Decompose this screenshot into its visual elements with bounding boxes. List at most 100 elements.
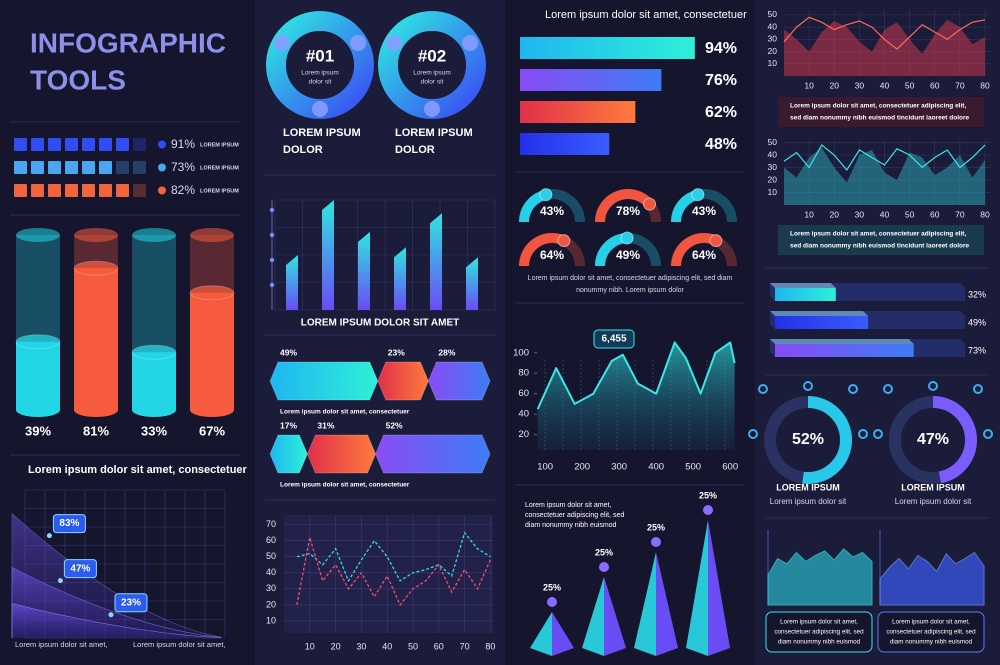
x-tick-label: 80 (980, 209, 990, 219)
decor-dot (748, 429, 758, 439)
y-tick-label: 20 (768, 174, 778, 184)
y-tick-label: 70 (266, 519, 276, 529)
donut-label: 47% (917, 431, 949, 448)
ring-label: #02 (418, 46, 446, 65)
cylinder-fill (74, 268, 118, 410)
cylinder-cap (16, 228, 60, 242)
square (65, 161, 78, 174)
x-tick-label: 300 (611, 462, 627, 473)
note: Lorem ipsum dolor sit amet, (15, 640, 108, 649)
section-title: Lorem ipsum dolor sit amet, consectetuer (545, 9, 747, 21)
callout (593, 329, 635, 349)
value-label: 76% (705, 72, 737, 89)
decor-dot (858, 429, 868, 439)
pin (703, 505, 713, 515)
gauge-label: 49% (616, 248, 640, 262)
x-tick-label: 60 (930, 80, 940, 90)
segment-label: 52% (386, 420, 403, 430)
area-series (784, 19, 985, 76)
plot-area (284, 515, 493, 633)
x-tick-label: 20 (830, 80, 840, 90)
pyramid (634, 552, 678, 656)
donut-text: Lorem ipsum dolor sit (770, 497, 847, 506)
value-label: 62% (705, 104, 737, 121)
x-tick-label: 400 (648, 462, 664, 473)
box-text: consectetuer adipiscing elit, sed (886, 629, 976, 636)
value-label: 81% (83, 423, 109, 438)
square (65, 138, 78, 151)
gauge-label: 64% (692, 248, 716, 262)
cylinder-fill (190, 292, 234, 410)
line-series (783, 144, 986, 172)
mini-area (767, 548, 873, 606)
y-tick-label: 50 (768, 9, 778, 19)
y-tick-label: 40 (518, 409, 529, 420)
box-text: sed diam nonummy nibh euismod tincidunt … (790, 115, 970, 122)
value-label: 33% (141, 423, 167, 438)
y-tick-label: 20 (518, 429, 529, 440)
pyramid (686, 520, 730, 656)
cylinder-cap (190, 228, 234, 242)
ring-text: dolor sit (309, 79, 332, 86)
x-tick-label: 20 (830, 209, 840, 219)
legend-label: LOREM IPSUM (200, 165, 239, 171)
square (99, 161, 112, 174)
square (14, 161, 27, 174)
value-label: 73% (968, 345, 986, 355)
legend-dot (158, 163, 166, 172)
gauge-label: 43% (692, 204, 716, 218)
bar-3d (775, 316, 869, 329)
pyramid (530, 612, 574, 656)
y-tick-label: 40 (768, 149, 778, 159)
y-tick-label: 20 (266, 599, 276, 609)
text-box (765, 611, 873, 653)
pyramid-text: Lorem ipsum dolor sit amet, (525, 502, 611, 509)
donut-arc (764, 396, 852, 484)
callout-pin (57, 578, 63, 584)
bar-top (770, 339, 914, 344)
segment-text: Lorem ipsum dolor sit amet, consectetuer (280, 409, 410, 416)
ring-text: Lorem ipsum (413, 70, 451, 77)
ring-text: dolor sit (421, 79, 444, 86)
line-series (296, 537, 491, 607)
y-tick-label: 10 (266, 615, 276, 625)
line-series (296, 531, 491, 583)
decor-dot (883, 384, 893, 394)
segment (306, 434, 377, 474)
x-tick-label: 80 (980, 80, 990, 90)
x-tick-label: 50 (408, 641, 418, 651)
bar (394, 247, 406, 310)
pyramid-face (708, 520, 730, 656)
box-text: Lorem ipsum dolor sit amet, (780, 619, 858, 626)
segment-label: 23% (388, 347, 405, 357)
pyramid-text: diam nonummy nibh euismod (525, 522, 617, 529)
pyramid-label: 25% (647, 522, 665, 532)
x-tick-label: 70 (460, 641, 470, 651)
legend-label: LOREM IPSUM (200, 188, 239, 194)
square (31, 138, 44, 151)
pyramid-face (582, 577, 604, 656)
pin (547, 597, 557, 607)
box-text: diam nonummy nibh euismod (890, 639, 973, 646)
x-tick-label: 30 (855, 80, 865, 90)
ring-label: #01 (306, 46, 334, 65)
x-tick-label: 50 (905, 209, 915, 219)
y-tick-label: 30 (768, 162, 778, 172)
x-tick-label: 10 (804, 80, 814, 90)
square-row (14, 161, 146, 174)
x-tick-label: 600 (722, 462, 738, 473)
bar (286, 255, 298, 310)
square (99, 138, 112, 151)
square (82, 138, 95, 151)
x-tick-label: 30 (855, 209, 865, 219)
x-tick-label: 80 (485, 641, 495, 651)
square (48, 161, 61, 174)
box-text: Lorem ipsum dolor sit amet, consectetuer… (790, 103, 966, 110)
decor-dot (873, 429, 883, 439)
value-label: 32% (968, 289, 986, 299)
cylinder-top (15, 334, 61, 350)
y-tick-label: 20 (768, 46, 778, 56)
x-tick-label: 20 (331, 641, 341, 651)
hbar (520, 133, 610, 155)
